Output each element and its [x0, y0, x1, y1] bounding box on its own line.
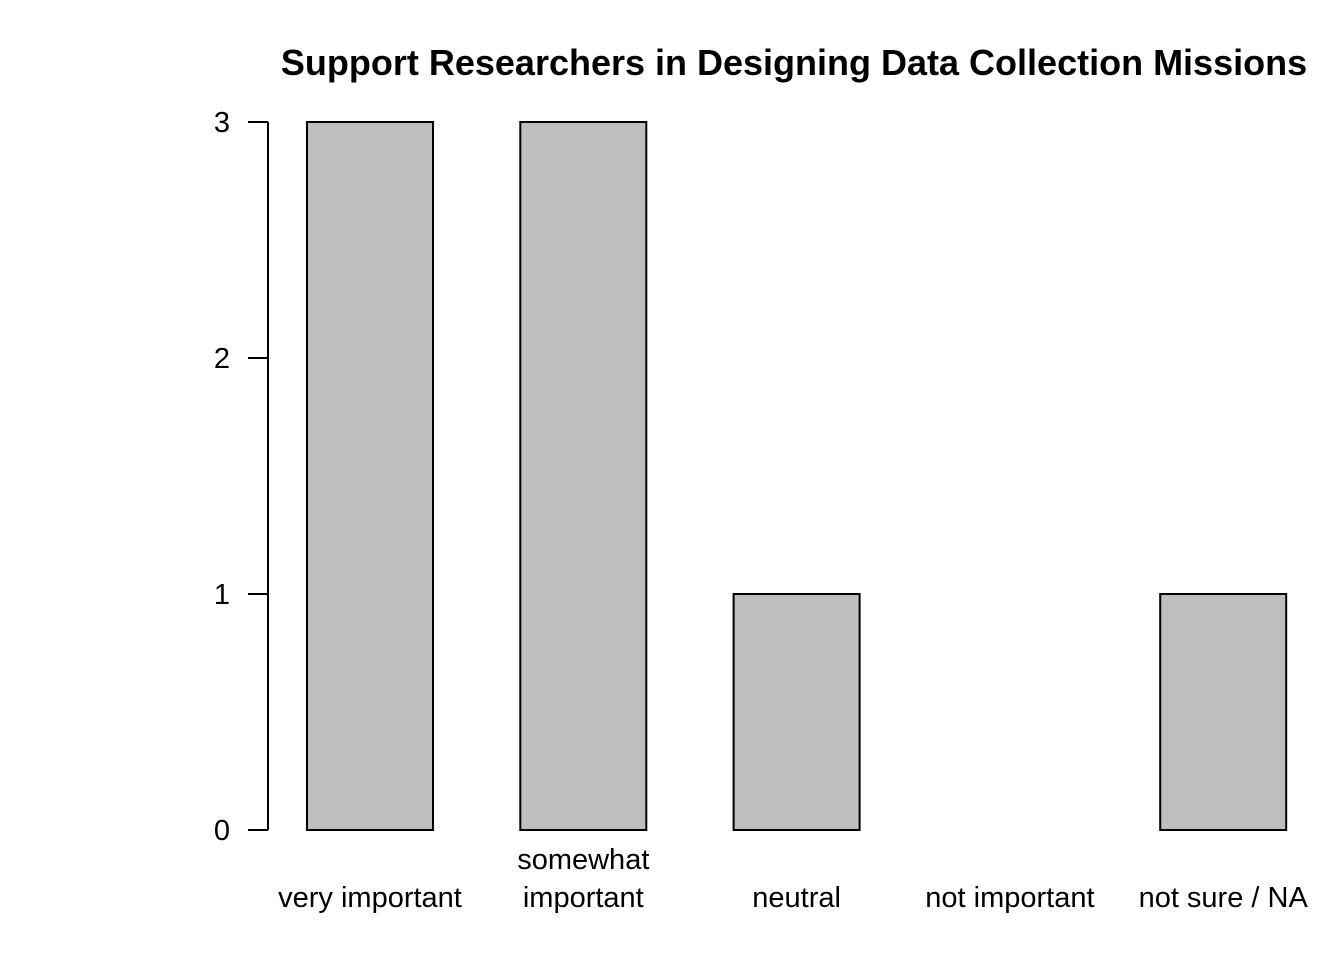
y-tick-label: 0 [214, 815, 230, 847]
x-axis-labels: very important somewhat important neutral no… [278, 844, 1308, 914]
x-tick-label: not sure / NA [1139, 882, 1309, 914]
bars [306, 121, 1288, 831]
bar [519, 121, 648, 831]
bar [1159, 593, 1288, 831]
bar [732, 593, 861, 831]
y-axis: 0 1 2 3 [214, 107, 268, 847]
y-tick-label: 2 [214, 343, 230, 375]
y-tick-label: 1 [214, 579, 230, 611]
y-tick-label: 3 [214, 107, 230, 139]
x-tick-label: very important [278, 882, 462, 914]
x-tick-label: important [523, 882, 644, 914]
x-tick-label: not important [925, 882, 1094, 914]
x-tick-label: somewhat [517, 844, 649, 876]
chart-title: Support Researchers in Designing Data Co… [281, 42, 1307, 83]
bar [306, 121, 434, 831]
x-tick-label: neutral [752, 882, 841, 914]
